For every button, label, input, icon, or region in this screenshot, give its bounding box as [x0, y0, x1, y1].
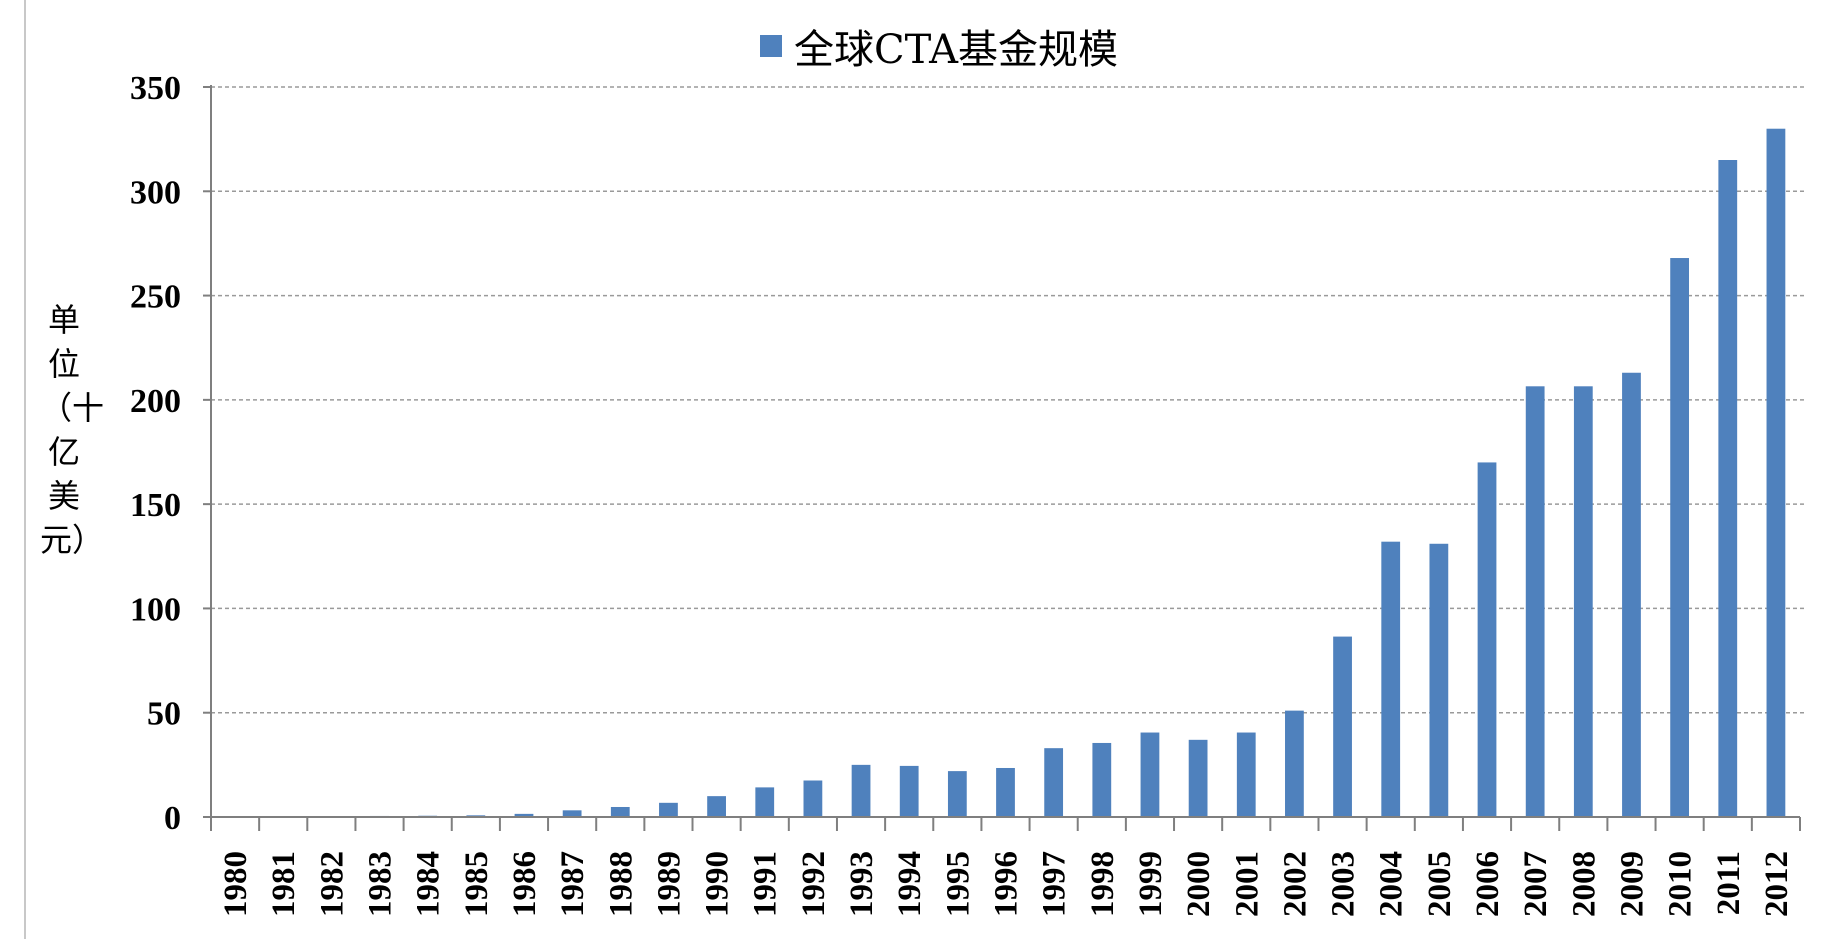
bar-1999	[1140, 732, 1160, 817]
frame-left-border	[24, 0, 26, 939]
x-tick-label-2000: 2000	[1181, 851, 1217, 917]
x-tick-label-1993: 1993	[844, 851, 880, 917]
x-tick-label-2001: 2001	[1229, 851, 1265, 917]
bar-2011	[1718, 160, 1738, 817]
bar-2006	[1477, 462, 1497, 817]
x-tick-label-1990: 1990	[700, 851, 736, 917]
x-tick-label-1996: 1996	[989, 851, 1025, 917]
x-tick-label-1988: 1988	[603, 851, 639, 917]
x-tick-label-1986: 1986	[507, 851, 543, 917]
bar-1997	[1044, 748, 1064, 817]
x-tick-label-1998: 1998	[1085, 851, 1121, 917]
x-tick-label-2002: 2002	[1277, 851, 1313, 917]
x-tick-label-1997: 1997	[1037, 851, 1073, 917]
y-tick-label: 150	[130, 487, 181, 524]
x-tick-labels: 1980 1981 1982 1983 1984 1985 1986 1987 1988 1989…	[218, 851, 1795, 917]
x-tick-label-2011: 2011	[1711, 851, 1747, 915]
y-tick-label: 100	[130, 591, 181, 628]
bar-2010	[1670, 258, 1690, 817]
x-tick-label-2008: 2008	[1566, 851, 1602, 917]
y-tick-label: 300	[130, 174, 181, 211]
x-tick-label-2006: 2006	[1470, 851, 1506, 917]
x-tick-label-1984: 1984	[411, 851, 447, 917]
x-tick-label-2010: 2010	[1663, 851, 1699, 917]
x-tick-label-1995: 1995	[940, 851, 976, 917]
legend-label: 全球CTA基金规模	[794, 27, 1118, 73]
bar-2007	[1525, 386, 1545, 817]
bar-2000	[1188, 739, 1208, 817]
y-tick-label: 350	[130, 70, 181, 107]
bar-2004	[1381, 541, 1401, 817]
bar-2003	[1333, 636, 1352, 817]
x-tick-label-2012: 2012	[1759, 851, 1795, 917]
x-tick-label-1983: 1983	[363, 851, 399, 917]
x-tick-label-1982: 1982	[314, 851, 350, 917]
bar-1988	[610, 806, 630, 817]
bar-1987	[562, 810, 582, 817]
y-tick-label: 50	[147, 696, 181, 733]
y-tick-labels: 0 50 100 150 200 250 300 350	[130, 70, 181, 837]
x-tick-label-2009: 2009	[1614, 851, 1650, 917]
bar-2009	[1622, 372, 1641, 817]
y-tick-label: 200	[130, 383, 181, 420]
bar-2005	[1429, 543, 1449, 817]
grid-lines	[211, 86, 1804, 714]
bar-2008	[1573, 386, 1593, 817]
bar-1986	[514, 813, 534, 817]
x-tick-label-1985: 1985	[459, 851, 495, 917]
x-tick-label-1980: 1980	[218, 851, 254, 917]
x-tick-label-1981: 1981	[266, 851, 302, 917]
x-tick-label-2004: 2004	[1374, 851, 1410, 917]
x-tick-label-2007: 2007	[1518, 851, 1554, 917]
bar-1994	[899, 765, 919, 817]
bars	[225, 128, 1786, 817]
legend: 全球CTA基金规模	[760, 18, 1118, 74]
x-tick-label-1994: 1994	[892, 851, 928, 917]
x-tick-label-2005: 2005	[1422, 851, 1458, 917]
y-tick-label: 250	[130, 279, 181, 316]
x-tick-label-1992: 1992	[796, 851, 832, 917]
bar-1998	[1092, 742, 1112, 817]
x-tick-label-1991: 1991	[748, 851, 784, 917]
x-tick-label-1999: 1999	[1133, 851, 1169, 917]
bar-1992	[803, 780, 823, 817]
x-tick-label-1989: 1989	[651, 851, 687, 917]
legend-swatch	[760, 35, 782, 57]
bar-1989	[659, 802, 678, 817]
bar-2001	[1236, 732, 1256, 817]
x-tick-label-1987: 1987	[555, 851, 591, 917]
bar-2002	[1285, 710, 1304, 817]
bar-2012	[1766, 128, 1786, 817]
bar-1996	[996, 767, 1015, 817]
axes	[203, 85, 1801, 831]
bar-1990	[707, 796, 726, 817]
x-tick-label-2003: 2003	[1326, 851, 1362, 917]
bar-1993	[851, 764, 871, 817]
bar-1991	[755, 787, 775, 817]
y-tick-label: 0	[164, 800, 181, 837]
bar-1995	[947, 771, 967, 817]
